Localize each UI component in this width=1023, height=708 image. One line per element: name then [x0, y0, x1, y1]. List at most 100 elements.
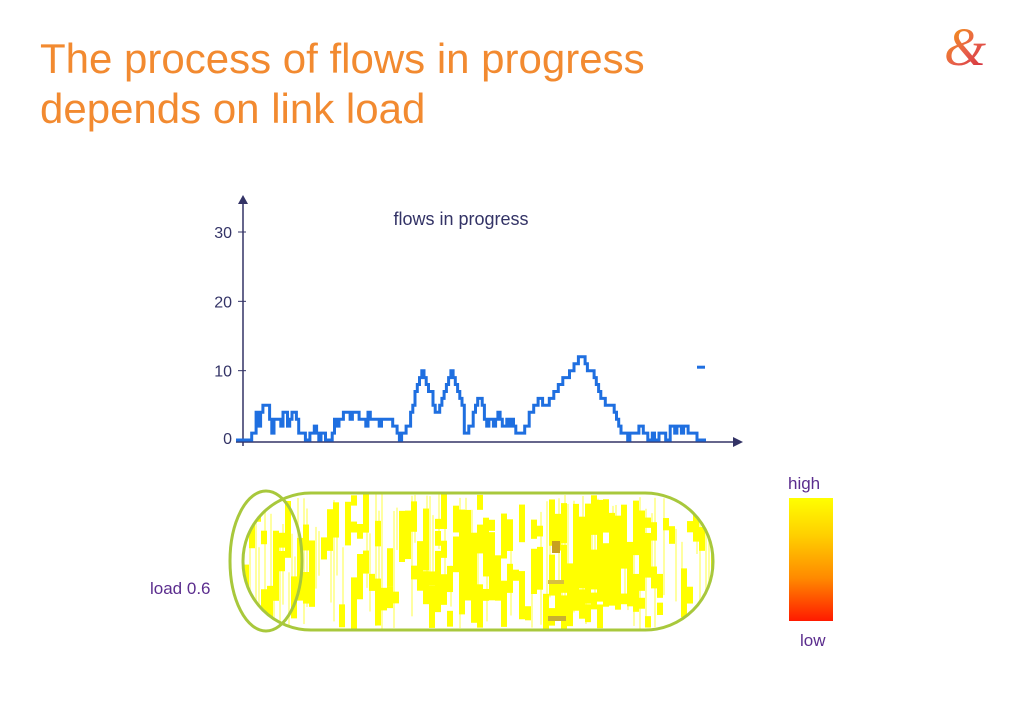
heat-streak — [288, 572, 290, 629]
heat-block — [429, 571, 435, 586]
heat-block — [513, 569, 519, 581]
heat-block — [585, 518, 591, 561]
heat-block — [591, 556, 597, 573]
heat-streak — [546, 501, 548, 627]
heat-block — [459, 550, 465, 598]
heat-block — [363, 494, 369, 533]
heat-streak — [258, 547, 260, 615]
heat-block — [393, 591, 399, 604]
heat-block — [417, 541, 423, 588]
heat-block — [519, 504, 525, 543]
heat-block — [549, 554, 555, 571]
heat-block — [465, 539, 471, 585]
heat-streak — [270, 513, 272, 609]
heat-block — [573, 577, 579, 611]
heat-block — [519, 571, 525, 620]
heat-block — [705, 495, 711, 516]
heat-block — [309, 540, 315, 571]
heat-block — [507, 569, 513, 588]
heat-block — [639, 597, 645, 609]
heat-block — [399, 534, 405, 562]
heat-block — [411, 565, 417, 580]
heat-block — [633, 500, 639, 523]
heat-block — [597, 609, 603, 629]
heat-block — [459, 509, 465, 557]
y-tick-label: 0 — [223, 431, 232, 448]
heatmap-highlight-ellipse — [228, 489, 304, 633]
heat-block — [603, 515, 609, 531]
heat-block — [459, 590, 465, 615]
heat-block — [579, 520, 585, 558]
heat-block — [651, 566, 657, 589]
heat-streak — [381, 493, 383, 630]
heat-streak — [303, 498, 305, 625]
y-tick-label: 30 — [214, 225, 232, 242]
heat-block — [279, 532, 285, 548]
heat-block — [435, 530, 441, 546]
heat-block — [351, 608, 357, 630]
heatmap-load-label: load 0.6 — [150, 579, 211, 598]
heat-block — [621, 593, 627, 605]
heat-block — [645, 517, 651, 528]
heat-block — [633, 519, 639, 556]
heatmap-outline — [241, 491, 715, 632]
heat-block — [285, 543, 291, 558]
heat-block — [435, 518, 441, 529]
heat-block — [609, 576, 615, 606]
heat-block — [387, 586, 393, 609]
y-axis-arrow — [238, 195, 248, 204]
y-axis-ticks: 0 10 20 30 — [214, 225, 246, 448]
heat-block — [321, 537, 327, 560]
heat-block — [375, 578, 381, 626]
heat-block — [639, 560, 645, 581]
heat-block — [303, 524, 309, 551]
heat-block — [339, 604, 345, 624]
heat-block — [609, 512, 615, 546]
heat-block — [603, 568, 609, 607]
heat-block — [531, 519, 537, 539]
heat-streak — [393, 510, 395, 628]
heat-block — [489, 534, 495, 585]
heat-block — [651, 522, 657, 541]
heat-block — [285, 505, 291, 529]
heat-block — [639, 510, 645, 558]
heat-block — [687, 586, 693, 604]
heat-streak — [375, 493, 377, 626]
heat-block — [327, 509, 333, 551]
heat-block — [555, 513, 561, 551]
heat-block — [621, 525, 627, 541]
heat-block — [441, 493, 447, 527]
heat-block — [549, 499, 555, 546]
heat-block — [429, 587, 435, 607]
heat-block — [423, 525, 429, 571]
color-scale-legend — [789, 498, 833, 621]
heat-block — [543, 593, 549, 623]
heat-block — [645, 532, 651, 578]
heat-streak — [651, 513, 653, 588]
heat-block — [453, 505, 459, 533]
heat-block — [585, 539, 591, 584]
heat-block — [261, 530, 267, 545]
heat-block — [567, 565, 573, 605]
heat-block — [597, 499, 603, 523]
heat-peak-cell — [552, 541, 560, 553]
heat-block — [585, 583, 591, 604]
heat-block — [483, 556, 489, 577]
heat-block — [291, 584, 297, 605]
heat-block — [501, 580, 507, 627]
heat-block — [399, 510, 405, 528]
heat-streak — [699, 498, 701, 629]
heat-block — [693, 514, 699, 536]
legend-high-label: high — [788, 474, 821, 493]
heat-block — [501, 532, 507, 551]
heat-block — [387, 548, 393, 587]
heat-block — [489, 519, 495, 531]
heat-streak — [333, 500, 335, 622]
heat-peak-cell — [548, 580, 564, 584]
heat-block — [357, 523, 363, 539]
heat-block — [309, 568, 315, 607]
heat-block — [351, 495, 357, 506]
heat-block — [669, 526, 675, 544]
heat-streak — [432, 515, 434, 578]
